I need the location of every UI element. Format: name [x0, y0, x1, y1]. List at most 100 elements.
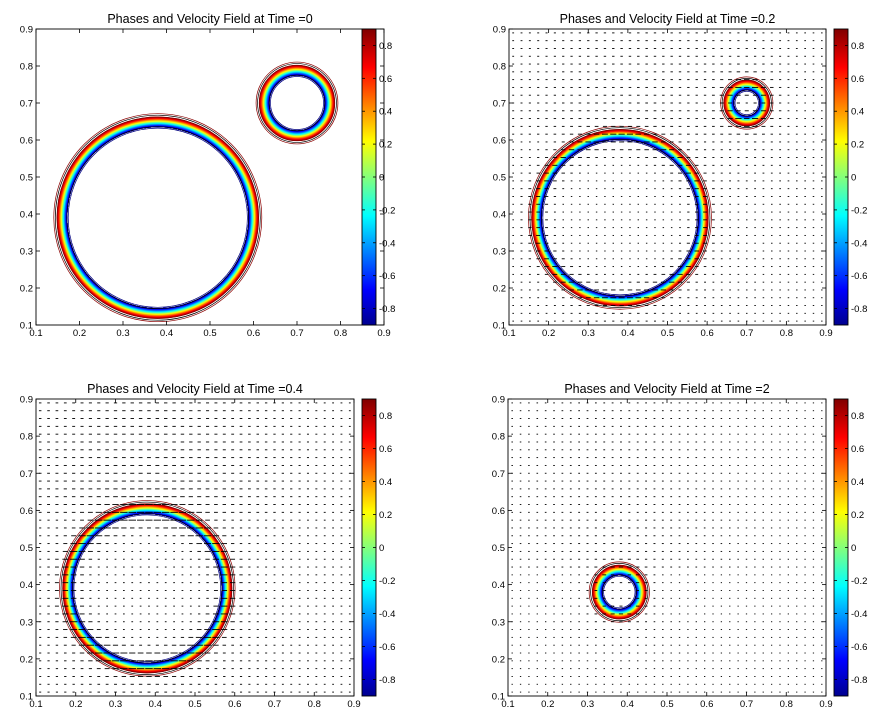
x-tick-label: 0.3: [582, 328, 595, 339]
y-tick-label: 0.6: [20, 136, 33, 147]
y-tick-label: 0.5: [20, 543, 33, 554]
x-tick-label: 0.4: [160, 328, 173, 339]
y-tick-label: 0.2: [20, 284, 33, 295]
x-tick-label: 0.9: [347, 699, 360, 710]
x-tick-label: 0.7: [740, 328, 753, 339]
colorbar-tick-label: 0: [851, 543, 856, 554]
y-tick-label: 0.5: [492, 543, 505, 554]
contour-line: [588, 561, 650, 623]
x-tick-label: 0.1: [501, 699, 514, 710]
contour-line: [62, 503, 233, 674]
colorbar-tick-label: -0.8: [379, 304, 395, 315]
colorbar-tick-label: 0.2: [851, 140, 864, 151]
x-tick-label: 0.7: [268, 699, 281, 710]
y-tick-label: 0.4: [20, 210, 33, 221]
y-tick-label: 0.8: [493, 62, 506, 73]
contour-line: [592, 564, 647, 620]
x-tick-label: 0.5: [203, 328, 216, 339]
subplot-2: 0.1 0.2 0.3 0.4 0.5 0.6 0.7 0.8 0.9 0.1 0.2 0.3 0.4 0…: [493, 12, 868, 339]
contour-line: [590, 563, 649, 622]
x-tick-label: 0.7: [290, 328, 303, 339]
colorbar-tick-label: 0.6: [379, 74, 392, 85]
y-tick-label: 0.8: [492, 432, 505, 443]
contour-line: [73, 514, 222, 663]
colorbar-tick-label: 0.6: [851, 74, 864, 85]
x-tick-label: 0.2: [73, 328, 86, 339]
x-tick-label: 0.8: [780, 328, 793, 339]
contour-line: [67, 127, 248, 308]
y-tick-label: 0.7: [20, 469, 33, 480]
y-tick-label: 0.3: [493, 247, 506, 258]
y-tick-label: 0.2: [20, 654, 33, 665]
x-tick-label: 0.3: [581, 699, 594, 710]
contour-line: [53, 113, 263, 323]
colorbar-tick-label: 0.8: [851, 41, 864, 52]
colorbar-tick-label: 0.8: [379, 41, 392, 52]
y-tick-label: 0.8: [20, 62, 33, 73]
colorbar-tick-label: -0.8: [379, 675, 395, 686]
x-tick-label: 0.5: [661, 328, 674, 339]
y-tick-label: 0.6: [492, 506, 505, 517]
y-tick-label: 0.8: [20, 432, 33, 443]
contour-line: [60, 501, 234, 675]
y-tick-label: 0.5: [493, 173, 506, 184]
subplot-3: 0.1 0.2 0.3 0.4 0.5 0.6 0.7 0.8 0.9 0.1 0.2 0.3 0.4 0…: [20, 382, 396, 710]
colorbar: -0.8 -0.6 -0.4 -0.2 0 0.2 0.4 0.6 0.8: [833, 398, 867, 697]
contour-line: [733, 89, 761, 117]
contour-line: [529, 127, 711, 309]
y-tick-label: 0.9: [20, 25, 33, 36]
colorbar-tick-label: 0.8: [379, 411, 392, 422]
x-tick-label: 0.6: [701, 328, 714, 339]
y-tick-label: 0.1: [20, 321, 33, 332]
colorbar-tick-label: -0.4: [379, 609, 395, 620]
axes-background: [508, 399, 826, 696]
colorbar-tick-label: -0.4: [851, 609, 867, 620]
colorbar-tick-label: -0.2: [379, 576, 395, 587]
y-tick-label: 0.3: [492, 617, 505, 628]
x-tick-label: 0.3: [109, 699, 122, 710]
colorbar-tick-label: 0.2: [379, 140, 392, 151]
contour-line: [259, 65, 335, 141]
y-tick-label: 0.4: [492, 580, 505, 591]
contour-line: [270, 76, 324, 130]
colorbar-tick-label: 0.4: [851, 107, 864, 118]
y-tick-label: 0.2: [493, 284, 506, 295]
panel-title: Phases and Velocity Field at Time =0.2: [560, 12, 776, 26]
colorbar-tick-label: 0.2: [379, 510, 392, 521]
colorbar-tick-label: 0.8: [851, 411, 864, 422]
velocity-field: [511, 402, 823, 693]
contour-line: [603, 575, 636, 609]
y-tick-label: 0.1: [20, 692, 33, 703]
colorbar-tick-label: 0.2: [851, 510, 864, 521]
x-tick-label: 0.9: [377, 328, 390, 339]
colorbar-tick-label: -0.4: [851, 238, 867, 249]
velocity-field: [512, 32, 823, 322]
y-tick-label: 0.4: [493, 210, 506, 221]
contour-line: [72, 513, 223, 664]
y-tick-label: 0.2: [492, 654, 505, 665]
y-tick-label: 0.3: [20, 617, 33, 628]
y-tick-label: 0.6: [493, 136, 506, 147]
x-tick-label: 0.6: [228, 699, 241, 710]
x-tick-label: 0.8: [780, 699, 793, 710]
contour-line: [542, 140, 698, 296]
y-tick-label: 0.7: [493, 99, 506, 110]
panel-title: Phases and Velocity Field at Time =0.4: [87, 382, 303, 396]
contour-line: [734, 90, 759, 116]
y-tick-label: 0.9: [493, 25, 506, 36]
colorbar-tick-label: -0.6: [851, 642, 867, 653]
y-tick-label: 0.9: [492, 395, 505, 406]
colorbar: -0.8 -0.6 -0.4 -0.2 0 0.2 0.4 0.6 0.8: [361, 28, 395, 326]
y-tick-label: 0.4: [20, 580, 33, 591]
x-tick-label: 0.6: [700, 699, 713, 710]
subplot-4: 0.1 0.2 0.3 0.4 0.5 0.6 0.7 0.8 0.9 0.1 0.2 0.3 0.4 0…: [492, 382, 868, 710]
colorbar-tick-label: -0.6: [379, 642, 395, 653]
x-tick-label: 0.4: [621, 699, 634, 710]
contour-line: [66, 126, 250, 310]
contour-line: [56, 116, 259, 319]
colorbar: -0.8 -0.6 -0.4 -0.2 0 0.2 0.4 0.6 0.8: [833, 28, 867, 326]
contour-line: [541, 138, 699, 297]
subplot-1: 0.1 0.2 0.3 0.4 0.5 0.6 0.7 0.8 0.9 0.1 0.2 0.3 0.4 0…: [20, 12, 396, 339]
colorbar-tick-label: 0: [851, 173, 856, 184]
x-tick-label: 0.1: [29, 699, 42, 710]
